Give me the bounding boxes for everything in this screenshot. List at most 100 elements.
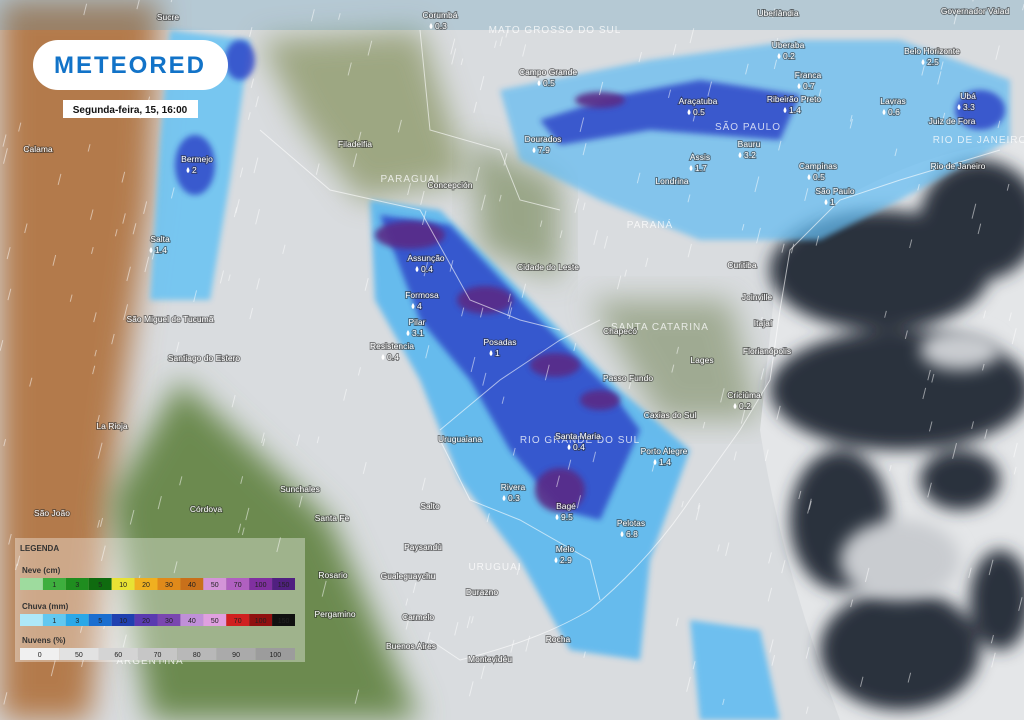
wind-streak (111, 333, 115, 345)
wind-streak (480, 665, 485, 680)
legend-tick: 50 (211, 582, 219, 589)
rain-icon (797, 83, 801, 89)
city-name: Córdova (190, 504, 222, 514)
rain-icon (554, 557, 558, 563)
wind-streak (598, 81, 604, 96)
rain-value: 3.3 (963, 102, 975, 112)
wind-streak (2, 134, 7, 147)
rain-icon (406, 330, 410, 336)
city-name: Bagé (556, 501, 576, 511)
wind-streak (461, 307, 465, 317)
legend-swatch (272, 578, 295, 590)
legend-tick: 10 (119, 582, 127, 589)
wind-streak (745, 63, 749, 75)
region-label: RIO GRANDE DO SUL (520, 435, 640, 446)
legend-swatch (42, 578, 66, 590)
wind-streak (697, 502, 700, 510)
city: La Rioja (95, 420, 128, 432)
wind-streak (707, 81, 713, 97)
rain-value: 2 (192, 165, 197, 175)
wind-streak (740, 407, 746, 424)
wind-streak (93, 312, 97, 323)
wind-streak (990, 634, 994, 644)
wind-streak (904, 330, 908, 340)
wind-streak (3, 438, 7, 447)
legend-tick: 30 (165, 618, 173, 625)
rain-value: 9.5 (561, 512, 573, 522)
legend-swatch (180, 578, 204, 590)
wind-streak (92, 365, 96, 375)
wind-streak (114, 229, 118, 237)
wind-streak (420, 190, 425, 205)
legend-tick: 150 (278, 618, 290, 625)
legend-tick: 70 (154, 652, 162, 659)
wind-streak (3, 692, 8, 705)
wind-streak (741, 223, 745, 231)
wind-streak (449, 260, 454, 272)
legend-tick: 1 (52, 618, 56, 625)
wind-streak (815, 235, 820, 246)
wind-streak (367, 40, 373, 56)
rain-icon (149, 247, 153, 253)
wind-streak (988, 559, 994, 576)
wind-streak (556, 475, 560, 488)
wind-streak (454, 622, 459, 636)
borders (259, 29, 1001, 661)
wind-streak (927, 369, 931, 381)
wind-streak (241, 527, 245, 536)
wind-streak (1013, 442, 1018, 458)
city: São Miguel de Tucumã (126, 313, 215, 325)
city-name: Montevidéu (468, 654, 512, 664)
wind-streak (1018, 597, 1023, 611)
rain-icon (415, 266, 419, 272)
wind-streak (276, 537, 281, 553)
wind-streak (240, 476, 244, 484)
rain-value: 1.7 (695, 163, 707, 173)
wind-streak (122, 634, 127, 648)
wind-streak (310, 9, 315, 22)
wind-streak (760, 368, 765, 380)
wind-streak (26, 144, 30, 154)
wind-streak (778, 140, 782, 151)
city-name: Dourados (525, 134, 562, 144)
wind-streak (952, 443, 957, 459)
city-name: Calama (23, 144, 53, 154)
wind-streak (136, 0, 140, 10)
wind-streak (421, 210, 427, 226)
wind-streak (412, 582, 417, 594)
rain-value: 0.4 (421, 264, 433, 274)
rain-value: 0.4 (387, 352, 399, 362)
legend-tick: 60 (114, 652, 122, 659)
legend-swatch (216, 648, 256, 660)
legend-tick: 50 (211, 618, 219, 625)
wind-streak (298, 495, 303, 508)
wind-streak (255, 96, 259, 108)
legend: LEGENDA Neve (cm)1 3 5 10 20 30 40 50 70 100 150Ch… (15, 538, 305, 662)
city-name: Rocha (546, 634, 571, 644)
wind-streak (1013, 466, 1017, 475)
wind-streak (818, 89, 822, 97)
wind-streak (503, 153, 508, 166)
city-name: Criciúma (727, 390, 761, 400)
city-name: La Rioja (96, 421, 127, 431)
wind-streak (8, 533, 12, 545)
wind-streak (692, 661, 696, 670)
wind-streak (100, 545, 106, 562)
rain-value: 2.9 (560, 555, 572, 565)
city: Uberlândia (756, 7, 799, 19)
wind-streak (499, 194, 502, 202)
rain-icon (783, 107, 787, 113)
wind-streak (16, 555, 21, 567)
wind-streak (250, 78, 255, 88)
wind-streak (501, 396, 505, 404)
wind-streak (756, 227, 761, 244)
city-name: Londrina (655, 176, 688, 186)
wind-streak (7, 288, 12, 301)
wind-streak (764, 449, 769, 462)
wind-streak (638, 52, 642, 63)
wind-streak (722, 698, 725, 706)
